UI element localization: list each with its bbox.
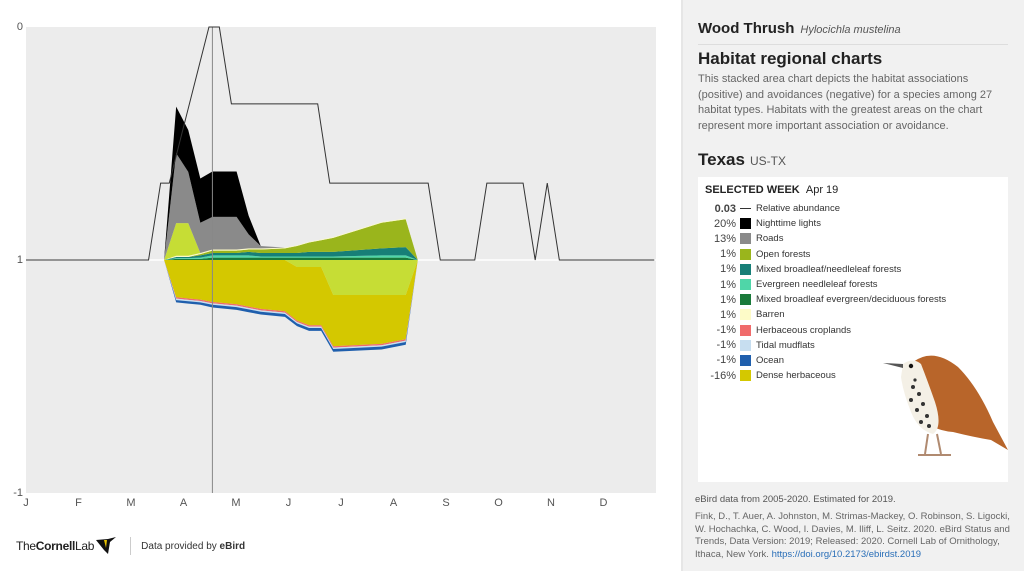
x-tick-label: M bbox=[231, 497, 240, 509]
legend-item: 1% Mixed broadleaf evergreen/deciduous fo… bbox=[698, 292, 946, 307]
legend-value: 1% bbox=[720, 278, 736, 291]
source-note: eBird data from 2005-2020. Estimated for… bbox=[695, 494, 896, 505]
area-nighttime-lights bbox=[164, 106, 418, 260]
habitat-chart[interactable]: 01-1J F M A M J J A S O N D bbox=[0, 0, 681, 520]
legend-label: Ocean bbox=[756, 354, 784, 366]
legend-label: Nighttime lights bbox=[756, 218, 821, 230]
footer: TheCornellLab Data provided by eBird bbox=[16, 536, 245, 556]
x-tick-label: N bbox=[547, 497, 555, 509]
color-swatch bbox=[740, 263, 751, 275]
x-tick-label: M bbox=[126, 497, 135, 509]
legend-item: -1% Herbaceous croplands bbox=[698, 323, 946, 338]
legend-value: -1% bbox=[716, 354, 736, 367]
color-swatch bbox=[740, 294, 751, 306]
legend-item: 1% Evergreen needleleaf forests bbox=[698, 277, 946, 292]
legend-item: -1% Ocean bbox=[698, 353, 946, 368]
legend-item: -1% Tidal mudflats bbox=[698, 338, 946, 353]
x-tick-label: J bbox=[338, 497, 344, 509]
chart-panel: 0 1 -1 J F M A M J J A S O N D TheCornellLab Data prov… bbox=[0, 0, 681, 571]
legend-label: Tidal mudflats bbox=[756, 339, 815, 351]
scientific-name: Hylocichla mustelina bbox=[800, 24, 901, 36]
area-tidal-mudflats bbox=[164, 260, 418, 350]
y-tick-label: 1 bbox=[17, 254, 23, 266]
color-swatch bbox=[740, 309, 751, 321]
color-swatch bbox=[740, 279, 751, 291]
area-barren bbox=[164, 218, 418, 260]
section-title: Habitat regional charts bbox=[698, 49, 883, 68]
relative-abundance-line bbox=[26, 26, 655, 261]
color-swatch bbox=[740, 339, 751, 351]
cornell-bird-logo-icon bbox=[96, 537, 117, 554]
legend-value: 1% bbox=[720, 293, 736, 306]
legend-value: 1% bbox=[720, 248, 736, 261]
citation-link[interactable]: https://doi.org/10.2173/ebirdst.2019 bbox=[771, 548, 922, 560]
area-roads bbox=[164, 153, 418, 260]
legend-item: 0.03 Relative abundance bbox=[698, 201, 946, 216]
legend-value: 0.03 bbox=[714, 202, 736, 215]
species-header: Wood Thrush Hylocichla mustelina bbox=[698, 20, 1008, 45]
legend-item: 1% Barren bbox=[698, 307, 946, 322]
x-tick-label: A bbox=[390, 497, 398, 509]
legend-value: -16% bbox=[710, 369, 736, 382]
wood-thrush-illustration bbox=[883, 355, 1008, 456]
legend-item: -16% Dense herbaceous bbox=[698, 368, 946, 383]
legend-value: 1% bbox=[720, 263, 736, 276]
color-swatch bbox=[740, 233, 751, 245]
legend-value: -1% bbox=[716, 339, 736, 352]
legend-label: Herbaceous croplands bbox=[756, 324, 852, 336]
legend-label: Relative abundance bbox=[756, 203, 840, 215]
ebird-credit: Data provided by eBird bbox=[141, 540, 246, 552]
x-tick-label: S bbox=[442, 497, 449, 509]
y-tick-label: -1 bbox=[13, 487, 23, 499]
area-evergreen-needleleaf-forests bbox=[164, 255, 418, 260]
x-tick-label: A bbox=[180, 497, 188, 509]
area-unlabeled-habitat bbox=[164, 260, 418, 295]
divider bbox=[130, 537, 132, 555]
legend-item: 13% Roads bbox=[698, 231, 946, 246]
region-title: Texas US-TX bbox=[698, 150, 786, 169]
legend-label: Open forests bbox=[756, 248, 811, 260]
x-tick-label: F bbox=[75, 497, 82, 509]
info-panel: Wood Thrush Hylocichla mustelina Habitat … bbox=[683, 0, 1024, 571]
line-swatch bbox=[740, 208, 751, 210]
area-mixed-broadleaf-needleleaf-forests bbox=[164, 247, 418, 260]
color-swatch bbox=[740, 354, 751, 366]
color-swatch bbox=[740, 218, 751, 230]
area-mixed-broadleaf-evergreen-deciduous-forests bbox=[164, 257, 418, 260]
legend-label: Barren bbox=[756, 309, 785, 321]
x-tick-label: J bbox=[286, 497, 292, 509]
area-open-forests bbox=[164, 219, 418, 260]
selected-week: SELECTED WEEK Apr 19 bbox=[705, 184, 839, 196]
legend-value: -1% bbox=[716, 324, 736, 337]
area-dense-herbaceous bbox=[164, 260, 418, 347]
x-tick-label: O bbox=[494, 497, 503, 509]
legend-label: Roads bbox=[756, 233, 784, 245]
color-swatch bbox=[740, 248, 751, 260]
x-tick-label: D bbox=[600, 497, 608, 509]
citation: Fink, D., T. Auer, A. Johnston, M. Strim… bbox=[695, 511, 1010, 560]
common-name: Wood Thrush bbox=[698, 20, 795, 37]
description: This stacked area chart depicts the habi… bbox=[698, 73, 993, 132]
legend-item: 1% Open forests bbox=[698, 247, 946, 262]
legend-item: 1% Mixed broadleaf/needleleaf forests bbox=[698, 262, 946, 277]
legend-label: Mixed broadleaf evergreen/deciduous fore… bbox=[756, 294, 947, 306]
region-code: US-TX bbox=[749, 154, 786, 168]
x-tick-label: J bbox=[23, 497, 29, 509]
legend: 0.03 Relative abundance 20% Nighttime light… bbox=[698, 201, 946, 383]
cornell-lab-logo[interactable]: TheCornellLab bbox=[16, 539, 95, 553]
y-tick-label: 0 bbox=[17, 21, 23, 33]
legend-label: Dense herbaceous bbox=[756, 370, 836, 382]
legend-value: 13% bbox=[713, 232, 736, 245]
legend-card: SELECTED WEEK Apr 19 0.03 Relative abunda… bbox=[698, 177, 1008, 482]
color-swatch bbox=[740, 370, 751, 382]
legend-label: Mixed broadleaf/needleleaf forests bbox=[756, 263, 902, 275]
legend-value: 1% bbox=[720, 308, 736, 321]
legend-label: Evergreen needleleaf forests bbox=[756, 279, 878, 291]
legend-item: 20% Nighttime lights bbox=[698, 216, 946, 231]
color-swatch bbox=[740, 324, 751, 336]
legend-value: 20% bbox=[713, 217, 736, 230]
area-ocean bbox=[164, 260, 418, 352]
